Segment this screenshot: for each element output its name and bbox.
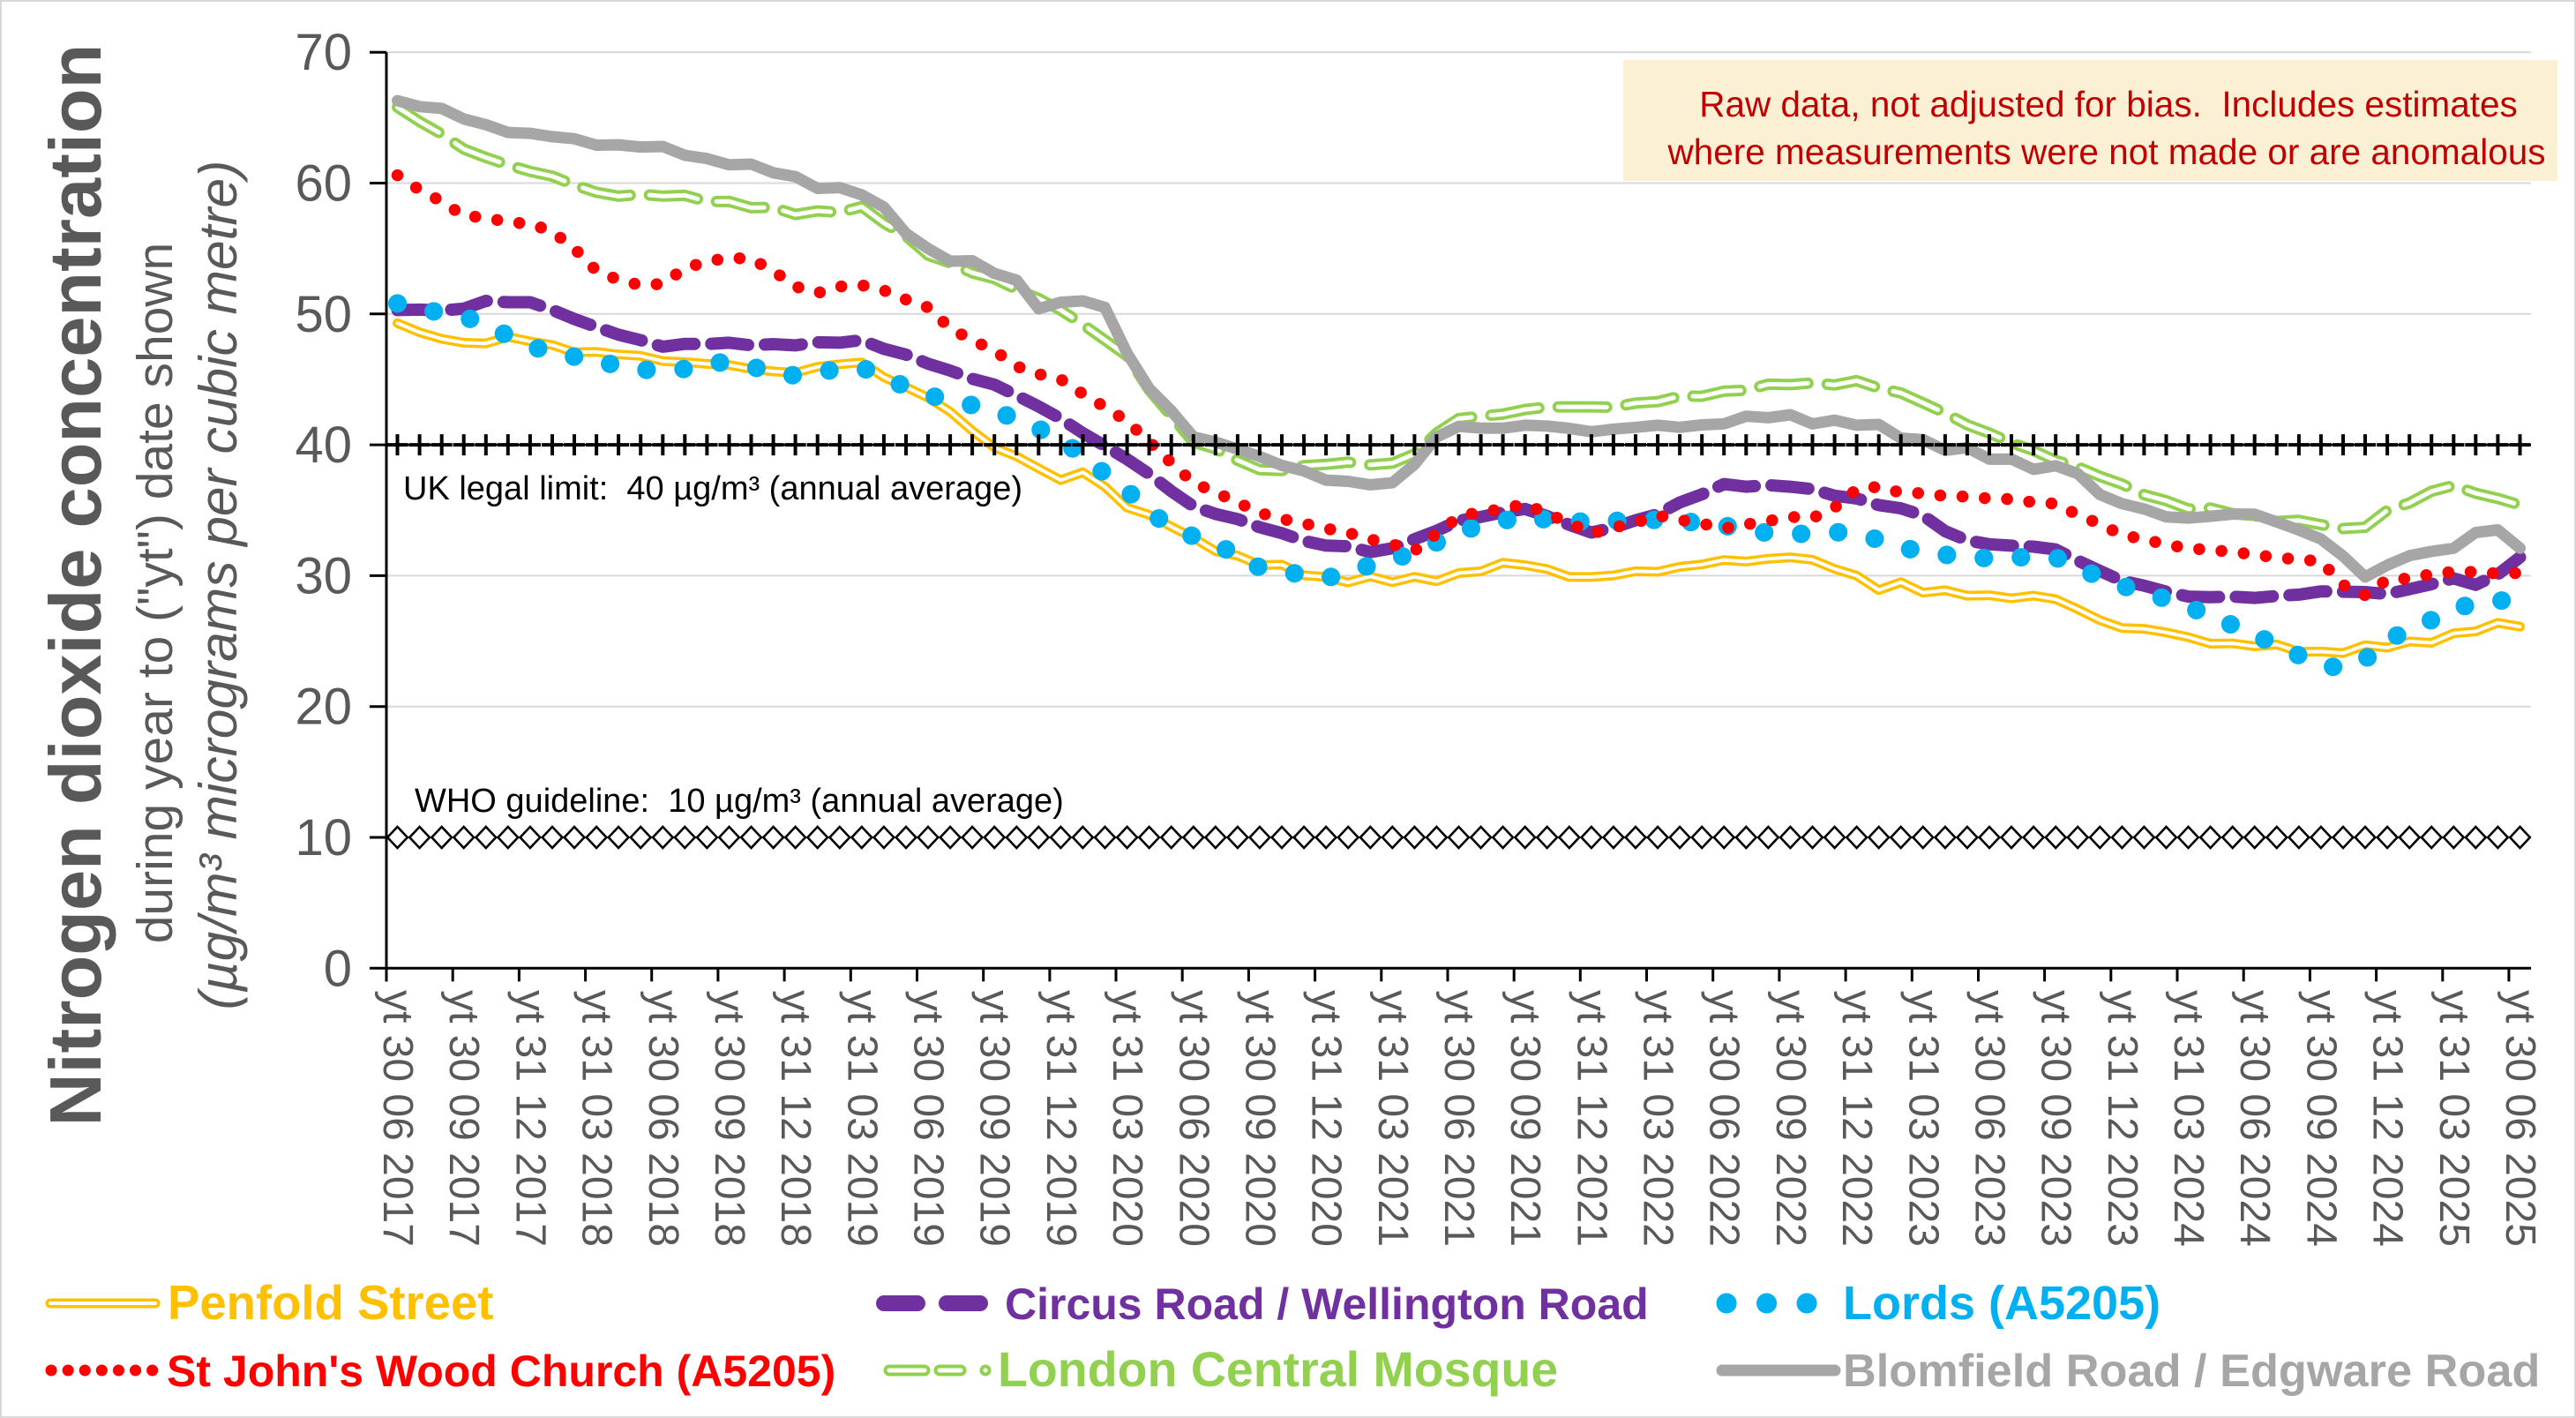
- svg-text:St John's Wood Church (A5205): St John's Wood Church (A5205): [167, 1347, 835, 1396]
- svg-text:yt 30 09 2017: yt 30 09 2017: [440, 990, 487, 1247]
- svg-text:(µg/m³ micrograms per cubic m: (µg/m³ micrograms per cubic metre): [188, 161, 248, 1010]
- svg-text:yt 31 12 2022: yt 31 12 2022: [1833, 990, 1880, 1247]
- svg-text:20: 20: [295, 679, 352, 736]
- svg-text:yt 31 12 2020: yt 31 12 2020: [1303, 990, 1350, 1247]
- svg-text:yt 30 09 2021: yt 30 09 2021: [1501, 990, 1548, 1247]
- svg-text:70: 70: [295, 24, 352, 81]
- svg-text:where measurements were not ma: where measurements were not made or are …: [1667, 131, 2546, 172]
- svg-text:WHO guideline: 10 µg/m³ (annu: WHO guideline: 10 µg/m³ (annual average): [415, 783, 1064, 820]
- svg-text:yt 30 06 2023: yt 30 06 2023: [1966, 990, 2013, 1247]
- svg-text:yt 31 12 2024: yt 31 12 2024: [2364, 990, 2411, 1247]
- svg-text:yt 30 06 2019: yt 30 06 2019: [905, 990, 952, 1247]
- svg-text:50: 50: [295, 286, 352, 343]
- svg-text:60: 60: [295, 155, 352, 213]
- svg-text:London Central Mosque: London Central Mosque: [998, 1342, 1558, 1397]
- svg-text:yt 31 03 2024: yt 31 03 2024: [2165, 990, 2212, 1247]
- svg-text:yt 31 12 2019: yt 31 12 2019: [1037, 990, 1084, 1247]
- svg-text:yt 30 09 2018: yt 30 09 2018: [706, 990, 753, 1247]
- svg-text:yt 31 12 2023: yt 31 12 2023: [2099, 990, 2145, 1247]
- svg-text:yt 30 06 2018: yt 30 06 2018: [640, 990, 686, 1247]
- svg-text:yt 30 09 2022: yt 30 09 2022: [1767, 990, 1814, 1247]
- svg-text:yt 31 12 2018: yt 31 12 2018: [772, 990, 819, 1247]
- svg-text:10: 10: [295, 809, 352, 867]
- svg-text:40: 40: [295, 416, 352, 474]
- svg-text:yt 31 03 2021: yt 31 03 2021: [1369, 990, 1416, 1247]
- svg-text:Raw data, not adjusted for bia: Raw data, not adjusted for bias. Include…: [1699, 84, 2518, 124]
- svg-text:yt 30 09 2020: yt 30 09 2020: [1236, 990, 1283, 1247]
- svg-text:Lords (A5205): Lords (A5205): [1843, 1277, 2160, 1330]
- svg-text:Circus Road / Wellington Road: Circus Road / Wellington Road: [1005, 1279, 1649, 1329]
- svg-text:yt 30 06 2024: yt 30 06 2024: [2231, 990, 2278, 1247]
- svg-text:yt 31 03 2023: yt 31 03 2023: [1899, 990, 1946, 1247]
- svg-text:Penfold Street: Penfold Street: [168, 1276, 493, 1330]
- svg-text:30: 30: [295, 547, 352, 604]
- svg-text:yt 30 06 2021: yt 30 06 2021: [1435, 990, 1482, 1247]
- svg-text:yt 30 06 2025: yt 30 06 2025: [2497, 990, 2543, 1247]
- svg-text:yt 31 03 2025: yt 31 03 2025: [2430, 990, 2477, 1247]
- svg-text:0: 0: [324, 940, 352, 997]
- svg-text:UK legal limit: 40 µg/m³ (ann: UK legal limit: 40 µg/m³ (annual average…: [403, 470, 1022, 507]
- svg-text:Blomfield Road / Edgware Road: Blomfield Road / Edgware Road: [1843, 1346, 2540, 1397]
- svg-text:Nitrogen dioxide concentration: Nitrogen dioxide concentration: [34, 44, 116, 1127]
- svg-text:yt 30 09 2024: yt 30 09 2024: [2297, 990, 2344, 1247]
- svg-text:yt 31 03 2018: yt 31 03 2018: [573, 990, 620, 1247]
- svg-text:yt 31 03 2019: yt 31 03 2019: [838, 990, 885, 1247]
- svg-text:yt 31 03 2020: yt 31 03 2020: [1104, 990, 1150, 1247]
- svg-text:yt 30 06 2017: yt 30 06 2017: [374, 990, 421, 1247]
- svg-text:during year to ("yt") date sho: during year to ("yt") date shown: [127, 243, 183, 944]
- svg-text:yt 31 12 2021: yt 31 12 2021: [1568, 990, 1614, 1247]
- svg-text:yt 30 06 2020: yt 30 06 2020: [1170, 990, 1217, 1247]
- svg-text:yt 31 03 2022: yt 31 03 2022: [1635, 990, 1681, 1247]
- svg-text:yt 30 09 2019: yt 30 09 2019: [971, 990, 1018, 1247]
- svg-text:yt 30 06 2022: yt 30 06 2022: [1701, 990, 1748, 1247]
- svg-text:yt 31 12 2017: yt 31 12 2017: [506, 990, 553, 1247]
- svg-text:yt 30 09 2023: yt 30 09 2023: [2033, 990, 2079, 1247]
